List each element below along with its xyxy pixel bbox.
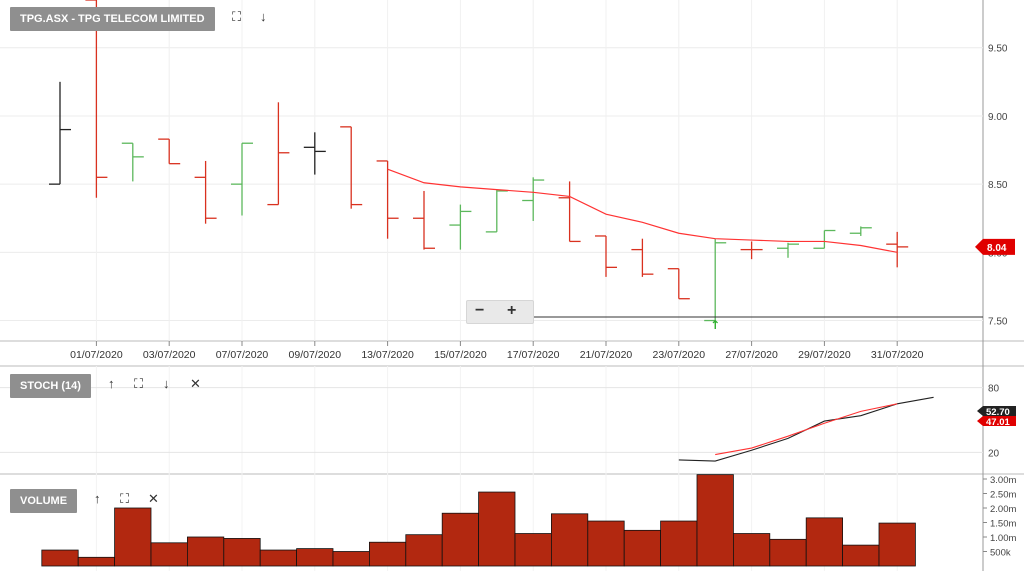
volume-bar xyxy=(878,522,916,567)
volume-bar xyxy=(441,512,480,567)
volume-bar xyxy=(259,549,298,567)
price-tick-label: 9.50 xyxy=(988,44,1008,55)
volume-bar xyxy=(368,541,407,567)
expand-icon[interactable]: ⛶ xyxy=(134,376,144,391)
last-price-tag xyxy=(975,238,1015,255)
volume-tick-label: 1.00m xyxy=(990,533,1016,544)
stoch-tag[interactable]: STOCH (14) xyxy=(10,374,91,398)
stoch-line-1 xyxy=(715,403,898,456)
price-tick-label: 9.00 xyxy=(988,112,1008,123)
price-layer: ↑ xyxy=(49,0,983,332)
arrow-down-icon[interactable]: ↓ xyxy=(260,9,267,24)
zoom-out-button[interactable]: − xyxy=(475,302,485,319)
symbol-tag[interactable]: TPG.ASX - TPG TELECOM LIMITED xyxy=(10,7,215,31)
arrow-up-icon[interactable]: ↑ xyxy=(94,491,101,506)
volume-tick-label: 2.00m xyxy=(990,504,1016,515)
volume-tick-label: 2.50m xyxy=(990,490,1016,501)
close-icon[interactable]: ✕ xyxy=(148,491,159,506)
volume-bar xyxy=(551,513,589,567)
volume-bar xyxy=(696,474,734,567)
volume-bar xyxy=(186,536,225,567)
volume-bar xyxy=(41,549,79,567)
volume-bar xyxy=(805,517,844,567)
date-tick-label: 31/07/2020 xyxy=(871,349,924,361)
date-tick-label: 13/07/2020 xyxy=(361,349,414,361)
zoom-in-button[interactable]: + xyxy=(507,302,517,319)
volume-layer xyxy=(41,474,916,567)
moving-average-line xyxy=(387,168,898,253)
volume-bar xyxy=(405,534,443,567)
axis-layer: 9.509.008.508.007.5001/07/202003/07/2020… xyxy=(70,44,1016,559)
date-tick-label: 09/07/2020 xyxy=(289,349,342,361)
volume-bar xyxy=(114,507,152,567)
stoch-layer xyxy=(678,396,934,462)
date-tick-label: 15/07/2020 xyxy=(434,349,487,361)
date-tick-label: 01/07/2020 xyxy=(70,349,123,361)
volume-tick-label: 500k xyxy=(990,548,1011,559)
volume-bar xyxy=(296,548,334,567)
volume-tick-label: 3.00m xyxy=(990,475,1016,486)
close-icon[interactable]: ✕ xyxy=(190,376,201,391)
volume-bar xyxy=(660,520,698,567)
stoch-value-tag xyxy=(977,416,1016,426)
zoom-control: − + xyxy=(466,300,534,324)
price-tick-label: 8.50 xyxy=(988,180,1008,191)
stoch-tick-label: 80 xyxy=(988,384,1000,395)
date-tick-label: 03/07/2020 xyxy=(143,349,196,361)
date-tick-label: 21/07/2020 xyxy=(580,349,633,361)
expand-icon[interactable]: ⛶ xyxy=(232,9,242,24)
volume-bar xyxy=(623,529,662,567)
volume-tag[interactable]: VOLUME xyxy=(10,489,78,513)
date-tick-label: 17/07/2020 xyxy=(507,349,560,361)
stoch-tick-label: 20 xyxy=(988,448,1000,459)
volume-bar xyxy=(769,538,807,567)
volume-bar xyxy=(150,542,188,567)
volume-bar xyxy=(478,491,516,567)
expand-icon[interactable]: ⛶ xyxy=(120,491,130,506)
stoch-value-label: 47.01 xyxy=(986,417,1010,428)
arrow-up-icon[interactable]: ↑ xyxy=(108,376,115,391)
stoch-value-label: 52.70 xyxy=(986,407,1010,418)
date-tick-label: 23/07/2020 xyxy=(653,349,706,361)
date-tick-label: 07/07/2020 xyxy=(216,349,269,361)
volume-bar xyxy=(332,551,370,567)
volume-bar xyxy=(733,533,771,567)
arrow-down-icon[interactable]: ↓ xyxy=(163,376,170,391)
last-price-label: 8.04 xyxy=(987,243,1007,254)
stoch-value-tag xyxy=(977,406,1016,416)
volume-bar xyxy=(223,538,261,567)
volume-bar xyxy=(514,533,552,567)
signal-arrow-marker: ↑ xyxy=(710,318,720,332)
volume-tick-label: 1.50m xyxy=(990,519,1016,530)
price-tick-label: 7.50 xyxy=(988,317,1008,328)
volume-bar xyxy=(77,556,115,567)
date-tick-label: 29/07/2020 xyxy=(798,349,851,361)
volume-bar xyxy=(587,520,625,567)
volume-bar xyxy=(842,544,880,567)
date-tick-label: 27/07/2020 xyxy=(725,349,778,361)
